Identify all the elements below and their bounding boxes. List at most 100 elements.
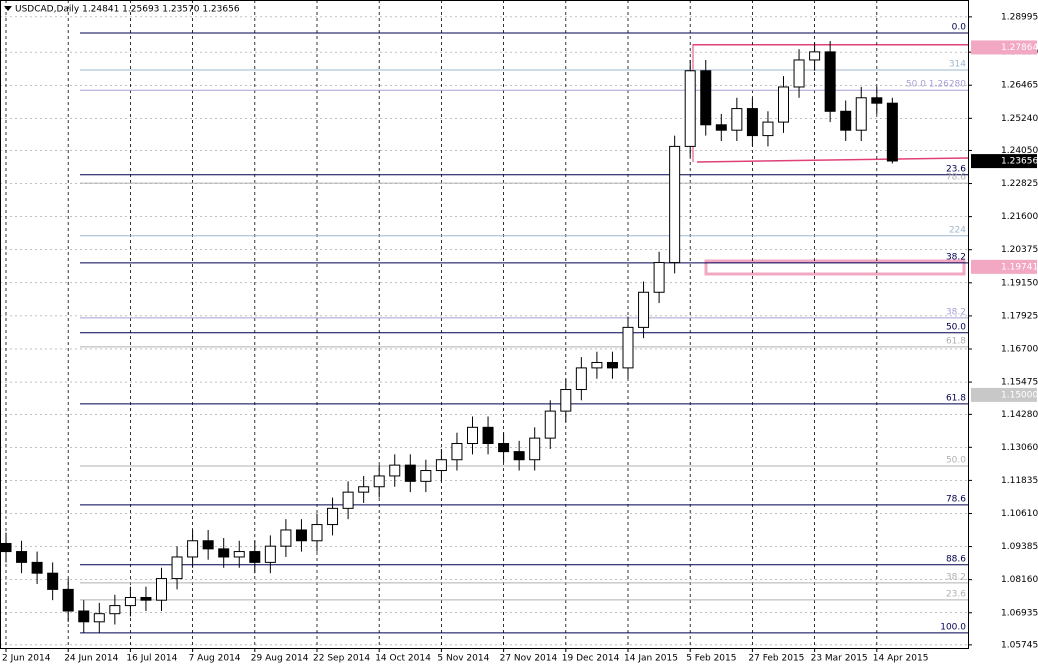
- candle-body: [482, 426, 494, 445]
- candle-body: [140, 596, 152, 601]
- y-tick-label: 1.19150: [1001, 278, 1038, 288]
- candle-body: [762, 121, 774, 137]
- fib-label: 314: [949, 59, 966, 69]
- candle-body: [327, 507, 339, 526]
- fib-label: 23.6: [946, 589, 966, 599]
- fib-label: 23.6: [946, 164, 966, 174]
- fib-label: 38.2: [946, 252, 966, 262]
- candle-body: [0, 542, 12, 553]
- fib-label: 50.0: [946, 455, 966, 465]
- candle-body: [404, 464, 416, 482]
- x-tick-label: 16 Jul 2014: [126, 654, 177, 664]
- y-tick-label: 1.24050: [1001, 146, 1038, 156]
- fib-label: 61.8: [946, 393, 966, 403]
- candle-body: [513, 451, 525, 461]
- x-tick-label: 14 Oct 2014: [375, 654, 431, 664]
- fib-label: 78.6: [946, 173, 966, 183]
- chart-title: USDCAD,Daily 1.24841 1.25693 1.23570 1.2…: [15, 5, 240, 15]
- x-tick-label: 5 Nov 2014: [437, 654, 489, 664]
- candle-body: [435, 459, 447, 472]
- fib-label: 38.2: [946, 572, 966, 582]
- x-tick-label: 14 Jan 2015: [624, 654, 678, 664]
- y-tick-label: 1.09385: [1001, 542, 1038, 552]
- x-tick-label: 7 Aug 2014: [189, 654, 241, 664]
- candle-body: [389, 464, 401, 477]
- candle-body: [124, 596, 136, 607]
- price-box: [971, 40, 1037, 55]
- fib-label: 38.2: [946, 307, 966, 317]
- price-box-label: 1.27864: [1001, 43, 1038, 53]
- y-tick-label: 1.28995: [1001, 12, 1038, 22]
- candle-body: [606, 361, 618, 369]
- price-box: [971, 387, 1037, 402]
- candle-body: [280, 529, 292, 547]
- candle-body: [824, 51, 836, 112]
- candle-body: [171, 556, 183, 580]
- candle-body: [311, 524, 323, 542]
- fib-label: 61.8: [946, 336, 966, 346]
- range-bottom: [696, 157, 969, 163]
- y-tick-label: 1.15475: [1001, 378, 1038, 388]
- y-tick-label: 1.10610: [1001, 509, 1038, 519]
- candle-body: [78, 610, 90, 623]
- y-tick-label: 1.11835: [1001, 476, 1038, 486]
- candle-body: [746, 108, 758, 137]
- x-tick-label: 27 Nov 2014: [500, 654, 558, 664]
- fib-label: 78.6: [946, 494, 966, 504]
- candle-body: [793, 59, 805, 88]
- y-tick-label: 1.05745: [1001, 640, 1038, 650]
- candle-body: [731, 108, 743, 131]
- candle-body: [156, 578, 167, 601]
- candle-body: [187, 540, 199, 558]
- x-tick-label: 23 Mar 2015: [811, 654, 868, 664]
- candle-body: [264, 545, 276, 563]
- y-tick-label: 1.06935: [1001, 608, 1038, 618]
- candle-body: [871, 97, 883, 104]
- candle-body: [622, 326, 634, 369]
- candle-body: [544, 410, 556, 439]
- price-box-label: 1.19741: [1001, 262, 1038, 272]
- candle-body: [638, 291, 650, 328]
- x-tick-label: 14 Apr 2015: [873, 654, 929, 664]
- y-tick-label: 1.21600: [1001, 212, 1038, 222]
- y-tick-label: 1.17925: [1001, 311, 1038, 321]
- fib-label: 50.0 1.26280: [906, 80, 966, 90]
- y-tick-label: 1.13060: [1001, 443, 1038, 453]
- x-tick-label: 5 Feb 2015: [686, 654, 736, 664]
- candle-body: [529, 437, 541, 461]
- candle-body: [451, 443, 463, 461]
- candle-body: [575, 367, 587, 391]
- candle-body: [218, 548, 230, 558]
- candle-body: [886, 102, 898, 162]
- candle-body: [420, 470, 432, 482]
- x-tick-label: 27 Feb 2015: [748, 654, 804, 664]
- candle-body: [855, 97, 867, 131]
- fib-label: 0.0: [952, 22, 967, 32]
- candle-body: [560, 389, 572, 412]
- candle-body: [467, 426, 478, 445]
- plot-frame: [0, 0, 969, 649]
- zone-box: [704, 259, 966, 276]
- y-tick-label: 1.26465: [1001, 81, 1038, 91]
- candle-body: [809, 51, 821, 61]
- candle-body: [498, 443, 510, 453]
- price-box: [971, 154, 1037, 169]
- fib-label: 224: [949, 225, 966, 235]
- candle-body: [669, 145, 681, 264]
- price-box-label: 1.15000: [1001, 390, 1038, 400]
- y-tick-label: 1.22825: [1001, 179, 1038, 189]
- candle-body: [31, 561, 43, 574]
- fib-label: 100.0: [940, 622, 966, 632]
- candle-body: [62, 588, 74, 612]
- fib-label: 50.0: [946, 322, 966, 332]
- y-tick-label: 1.20375: [1001, 245, 1038, 255]
- candle-body: [249, 551, 261, 563]
- price-box-label: 1.23656: [1001, 157, 1038, 167]
- x-tick-label: 24 Jun 2014: [64, 654, 118, 664]
- candle-body: [202, 540, 214, 550]
- candle-body: [715, 124, 727, 131]
- candle-body: [16, 551, 28, 563]
- candle-body: [109, 605, 121, 615]
- candle-body: [358, 486, 370, 493]
